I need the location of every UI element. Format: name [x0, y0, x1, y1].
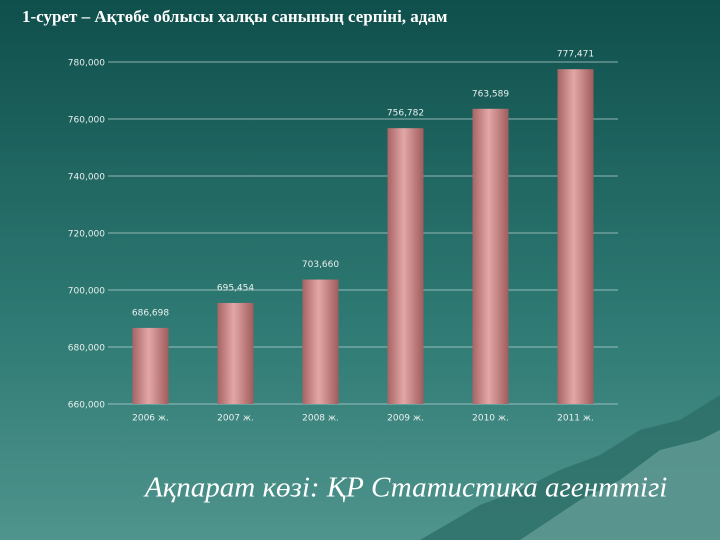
bar	[217, 302, 254, 404]
y-tick-label: 680,000	[68, 344, 105, 354]
x-tick-label: 2008 ж.	[302, 414, 339, 424]
y-tick-label: 780,000	[68, 59, 105, 69]
x-tick-label: 2010 ж.	[472, 414, 509, 424]
data-label: 695,454	[217, 283, 254, 293]
bar	[132, 327, 169, 404]
source: Ақпарат көзі: ҚР Статистика агенттігі	[143, 472, 667, 504]
data-label: 756,782	[387, 109, 424, 119]
chart-title: 1-сурет – Ақтөбе облысы халқы санының се…	[22, 7, 448, 26]
bar	[387, 128, 424, 404]
y-tick-label: 720,000	[68, 230, 105, 240]
mountains-light	[520, 430, 720, 540]
bar	[557, 69, 594, 405]
bar	[302, 279, 339, 404]
y-tick-label: 760,000	[68, 116, 105, 126]
x-tick-label: 2011 ж.	[557, 414, 594, 424]
y-tick-label: 660,000	[68, 401, 105, 411]
bar	[472, 108, 509, 404]
data-label: 703,660	[302, 260, 339, 270]
x-tick-label: 2006 ж.	[132, 414, 169, 424]
data-label: 763,589	[472, 89, 509, 99]
y-tick-label: 740,000	[68, 173, 105, 183]
y-tick-label: 700,000	[68, 287, 105, 297]
x-tick-label: 2009 ж.	[387, 414, 424, 424]
data-label: 686,698	[132, 308, 169, 318]
x-tick-label: 2007 ж.	[217, 414, 254, 424]
data-label: 777,471	[557, 50, 594, 60]
